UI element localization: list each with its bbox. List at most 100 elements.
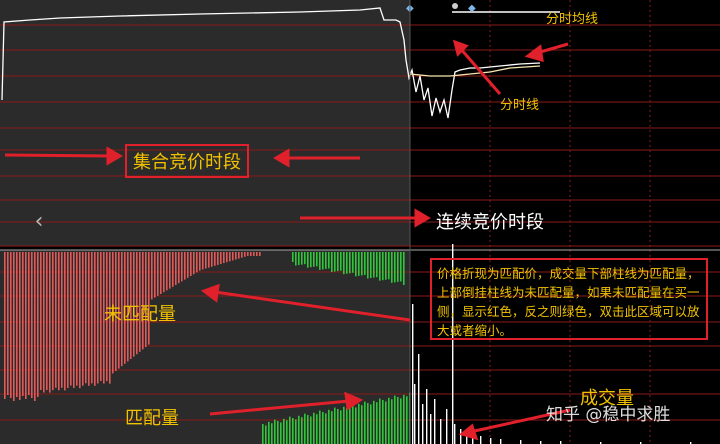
unmatched-volume-bar (82, 252, 84, 386)
unmatched-volume-bar (139, 252, 141, 352)
matched-volume-bar (397, 397, 399, 444)
price-line-label: 分时线 (500, 98, 540, 113)
unmatched-volume-bar (73, 252, 75, 389)
unmatched-volume-bar (67, 252, 69, 388)
trade-volume-bar (490, 438, 492, 444)
matched-volume-bar (310, 416, 312, 444)
matched-volume-bar (289, 416, 291, 444)
unmatched-volume-bar (49, 252, 51, 393)
trade-volume-bar (560, 441, 562, 444)
unmatched-volume-bar (88, 252, 90, 386)
unmatched-volume-bar (184, 252, 186, 280)
unmatched-volume-bar (136, 252, 138, 355)
trade-volume-label: 成交量 (580, 388, 634, 409)
unmatched-volume-bar (103, 252, 105, 384)
trade-volume-bar (460, 429, 462, 444)
unmatched-volume-bar (70, 252, 72, 386)
unmatched-volume-bar (52, 252, 54, 391)
watermark: 知乎 @稳中求胜 (546, 405, 671, 425)
unmatched-volume-bar (163, 252, 165, 293)
unmatched-volume-bar (310, 252, 312, 268)
trade-volume-bar (446, 409, 448, 444)
unmatched-volume-bar (301, 252, 303, 265)
unmatched-volume-bar (160, 252, 162, 294)
trade-volume-bar (466, 432, 468, 444)
matched-volume-bar (325, 413, 327, 444)
matched-volume-bar (346, 408, 348, 444)
matched-volume-bar (406, 396, 408, 444)
matched-volume-bar (337, 409, 339, 444)
unmatched-volume-bar (295, 252, 297, 266)
unmatched-volume-bar (61, 252, 63, 388)
unmatched-volume-bar (373, 252, 375, 278)
trade-volume-bar (640, 442, 642, 444)
trade-volume-bar (422, 404, 424, 444)
matched-volume-bar (361, 405, 363, 444)
trade-volume-bar (452, 244, 454, 444)
trade-volume-bar (434, 399, 436, 444)
trade-volume-bar (426, 389, 428, 444)
matched-volume-bar (343, 406, 345, 444)
unmatched-volume-bar (76, 252, 78, 386)
matched-volume-bar (271, 423, 273, 444)
unmatched-volume-bar (130, 252, 132, 359)
unmatched-volume-bar (235, 252, 237, 260)
unmatched-volume-bar (337, 252, 339, 272)
matched-volume-bar (367, 403, 369, 444)
unmatched-volume-bar (352, 252, 354, 273)
matched-volume-bar (373, 400, 375, 444)
matched-volume-bar (352, 406, 354, 444)
avg-price-line-label: 分时均线 (546, 12, 599, 27)
circle-marker-icon (452, 3, 458, 9)
unmatched-volume-bar (343, 252, 345, 275)
unmatched-volume-bar (391, 252, 393, 283)
unmatched-volume-bar (118, 252, 120, 369)
matched-volume-bar (316, 414, 318, 444)
explanation-note: 价格折现为匹配价，成交量下部柱线为匹配量，上部倒挂柱线为未匹配量，如果未匹配量在… (430, 258, 708, 340)
unmatched-volume-bar (31, 252, 33, 398)
unmatched-volume-bar (385, 252, 387, 280)
matched-volume-bar (376, 402, 378, 444)
chevron-left-icon[interactable]: ‹ (34, 209, 44, 234)
unmatched-volume-bar (148, 252, 150, 345)
unmatched-volume-bar (223, 252, 225, 264)
unmatched-volume-bar (238, 252, 240, 259)
matched-volume-bar (301, 417, 303, 444)
unmatched-volume-bar (328, 252, 330, 269)
unmatched-volume-bar (145, 252, 147, 347)
unmatched-volume-bar (358, 252, 360, 276)
trade-volume-bar (440, 419, 442, 444)
unmatched-volume-bar (388, 252, 390, 280)
unmatched-volume-bar (166, 252, 168, 291)
unmatched-volume-bar (154, 252, 156, 298)
unmatched-volume-bar (16, 252, 18, 397)
unmatched-volume-bar (40, 252, 42, 390)
trade-volume-bar (412, 304, 414, 444)
unmatched-volume-bar (151, 252, 153, 300)
unmatched-volume-bar (10, 252, 12, 398)
unmatched-volume-bar (346, 252, 348, 274)
matched-volume-bar (334, 407, 336, 444)
matched-volume-bar (322, 412, 324, 444)
unmatched-volume-bar (202, 252, 204, 270)
avg-price-line (409, 65, 541, 77)
unmatched-volume-bar (247, 252, 249, 256)
unmatched-volume-bar (199, 252, 201, 271)
matched-volume-bar (328, 409, 330, 444)
matched-volume-label: 匹配量 (125, 408, 179, 429)
unmatched-volume-bar (349, 252, 351, 274)
unmatched-volume-bar (226, 252, 228, 263)
unmatched-volume-bar (121, 252, 123, 367)
trade-volume-bar (520, 440, 522, 444)
unmatched-volume-bar (241, 252, 243, 258)
unmatched-volume-bar (400, 252, 402, 282)
call-auction-area (0, 0, 410, 246)
unmatched-volume-bar (19, 252, 21, 400)
trade-volume-bar (540, 441, 542, 444)
unmatched-volume-bar (172, 252, 174, 287)
matched-volume-bar (319, 410, 321, 444)
unmatched-volume-bar (190, 252, 192, 276)
unmatched-volume-bar (109, 252, 111, 384)
matched-volume-bar (277, 421, 279, 444)
